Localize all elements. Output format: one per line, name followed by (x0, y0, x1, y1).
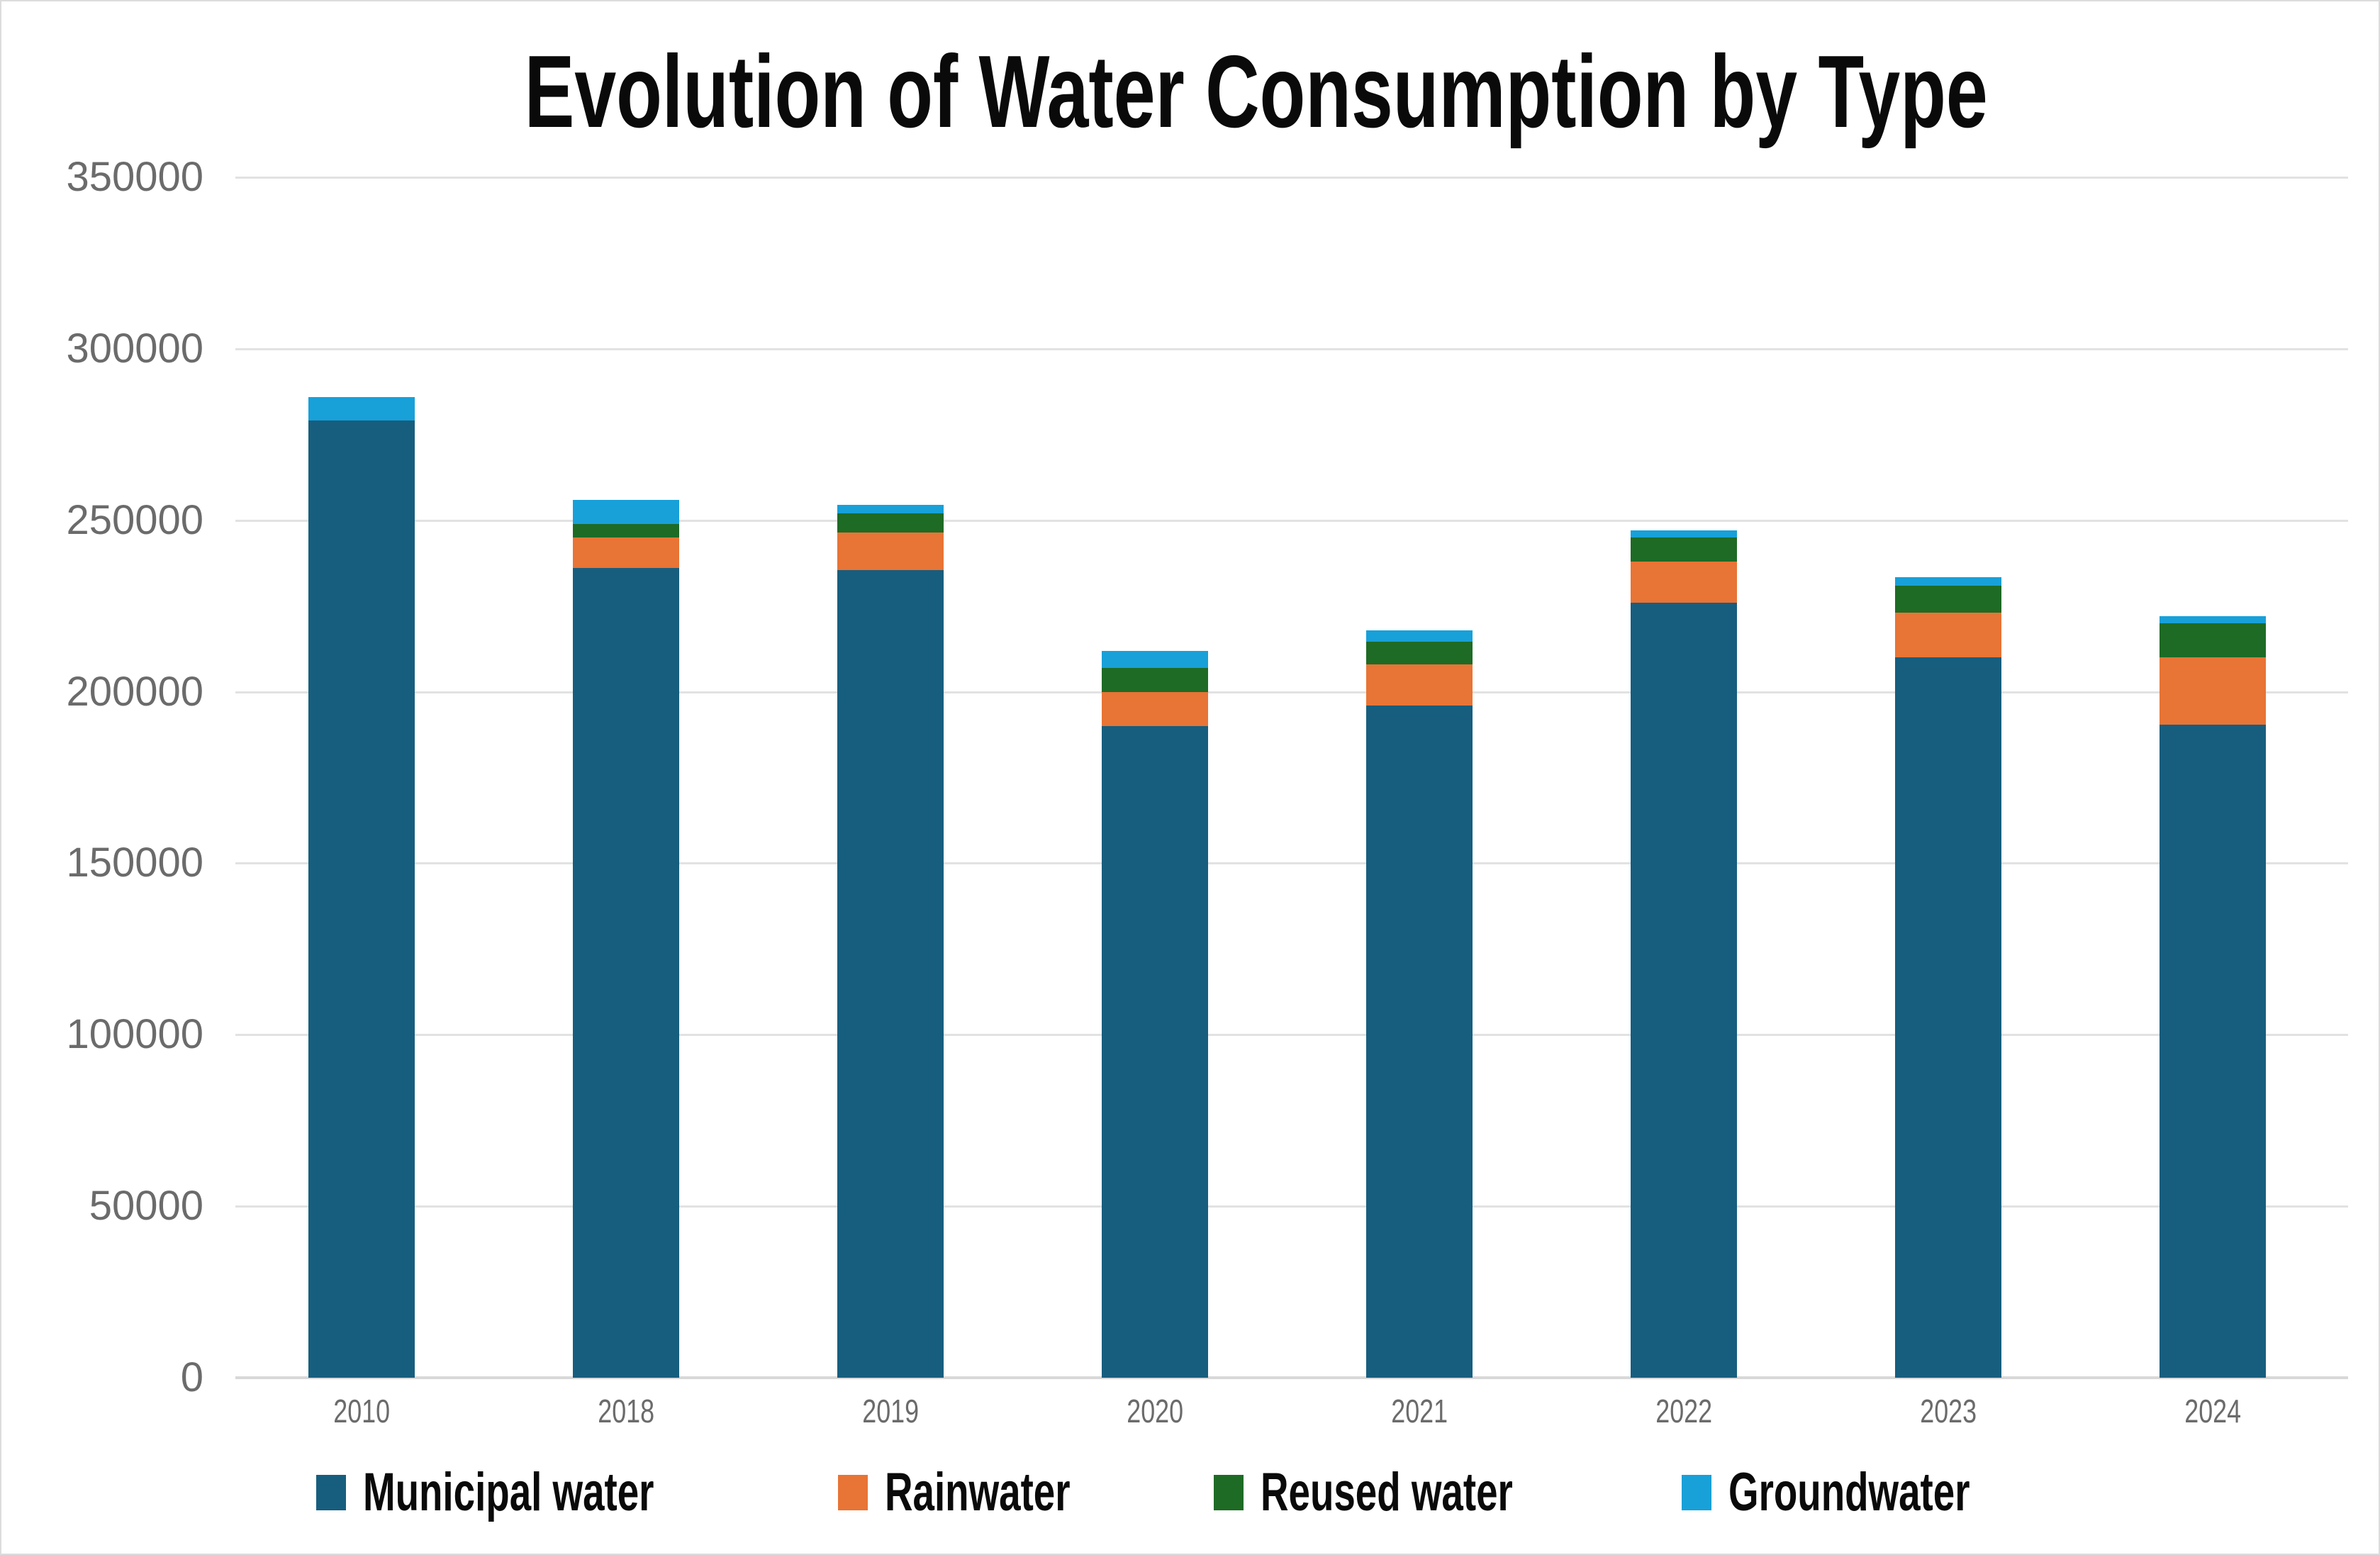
legend-swatch-municipal-water (316, 1475, 347, 1510)
legend-item-rainwater: Rainwater (838, 1466, 1142, 1520)
legend-label-municipal-water: Municipal water (363, 1466, 767, 1520)
bar-2018-rainwater (573, 537, 679, 568)
bar-2022-groundwater (1631, 530, 1737, 537)
x-tick-text-2023: 2023 (1920, 1393, 1977, 1429)
bar-2020-rainwater (1102, 692, 1208, 726)
gridline-50000 (235, 1205, 2348, 1208)
legend-swatch-reused-water (1213, 1475, 1244, 1510)
bar-2020-municipal-water (1102, 726, 1208, 1378)
x-tick-label-2022: 2022 (1577, 1393, 1790, 1429)
x-tick-text-2021: 2021 (1391, 1393, 1448, 1429)
gridline-350000 (235, 177, 2348, 179)
legend-item-municipal-water: Municipal water (316, 1466, 767, 1520)
legend-label-text-rainwater: Rainwater (885, 1462, 1071, 1522)
bar-2023-reused-water (1895, 586, 2001, 613)
legend-item-reused-water: Reused water (1213, 1466, 1611, 1520)
bar-2019-rainwater (837, 533, 944, 570)
legend-label-reused-water: Reused water (1261, 1466, 1611, 1520)
x-tick-text-2024: 2024 (2184, 1393, 2241, 1429)
x-tick-text-2019: 2019 (862, 1393, 919, 1429)
gridline-150000 (235, 862, 2348, 864)
x-axis-line (235, 1376, 2348, 1379)
y-tick-label-350000: 350000 (66, 154, 203, 200)
bar-2019-municipal-water (837, 570, 944, 1378)
x-tick-label-2020: 2020 (1049, 1393, 1261, 1429)
bar-2019-reused-water (837, 513, 944, 533)
y-tick-label-100000: 100000 (66, 1011, 203, 1057)
bar-2024-municipal-water (2160, 725, 2266, 1378)
x-tick-text-2010: 2010 (333, 1393, 390, 1429)
legend: Municipal water Rainwater Reused water Grou… (1, 1461, 2379, 1525)
x-tick-text-2018: 2018 (598, 1393, 654, 1429)
bar-2018-groundwater (573, 500, 679, 524)
bar-2018-reused-water (573, 524, 679, 537)
bar-2021-rainwater (1366, 664, 1473, 706)
bar-2021-municipal-water (1366, 706, 1473, 1378)
y-tick-label-50000: 50000 (89, 1183, 203, 1229)
bar-2010-groundwater (308, 397, 415, 420)
x-tick-text-2022: 2022 (1655, 1393, 1712, 1429)
gridline-200000 (235, 691, 2348, 693)
legend-label-groundwater: Groundwater (1728, 1466, 2064, 1520)
x-tick-label-2019: 2019 (784, 1393, 997, 1429)
y-tick-label-250000: 250000 (66, 497, 203, 543)
legend-item-groundwater: Groundwater (1681, 1466, 2064, 1520)
legend-label-text-reused-water: Reused water (1260, 1462, 1513, 1522)
bar-2021-groundwater (1366, 630, 1473, 642)
bar-2024-reused-water (2160, 623, 2266, 657)
y-tick-label-300000: 300000 (66, 325, 203, 372)
x-tick-text-2020: 2020 (1127, 1393, 1183, 1429)
bar-2023-municipal-water (1895, 657, 2001, 1378)
bar-2010-municipal-water (308, 420, 415, 1378)
legend-swatch-groundwater (1681, 1475, 1711, 1510)
bar-2020-reused-water (1102, 668, 1208, 692)
legend-swatch-rainwater (838, 1475, 868, 1510)
bar-2022-rainwater (1631, 562, 1737, 603)
bar-2018-municipal-water (573, 568, 679, 1378)
x-tick-label-2024: 2024 (2106, 1393, 2319, 1429)
gridline-300000 (235, 348, 2348, 350)
bar-2023-rainwater (1895, 613, 2001, 657)
bar-2022-reused-water (1631, 537, 1737, 562)
x-tick-label-2023: 2023 (1842, 1393, 2055, 1429)
chart-title-text: Evolution of Water Consumption by Type (524, 34, 1989, 149)
legend-label-text-municipal-water: Municipal water (363, 1462, 654, 1522)
legend-label-rainwater: Rainwater (885, 1466, 1142, 1520)
x-tick-label-2021: 2021 (1313, 1393, 1526, 1429)
gridline-250000 (235, 520, 2348, 522)
y-tick-label-0: 0 (180, 1354, 203, 1400)
y-tick-label-150000: 150000 (66, 840, 203, 886)
bar-2023-groundwater (1895, 577, 2001, 586)
chart-title: Evolution of Water Consumption by Type (136, 35, 2376, 149)
bar-2022-municipal-water (1631, 603, 1737, 1378)
bar-2024-groundwater (2160, 616, 2266, 623)
gridline-100000 (235, 1034, 2348, 1036)
x-tick-label-2018: 2018 (520, 1393, 732, 1429)
bar-2020-groundwater (1102, 651, 1208, 668)
bar-2019-groundwater (837, 505, 944, 513)
legend-label-text-groundwater: Groundwater (1728, 1462, 1970, 1522)
x-tick-label-2010: 2010 (255, 1393, 468, 1429)
bar-2021-reused-water (1366, 642, 1473, 664)
bar-2024-rainwater (2160, 657, 2266, 725)
y-tick-label-200000: 200000 (66, 669, 203, 715)
